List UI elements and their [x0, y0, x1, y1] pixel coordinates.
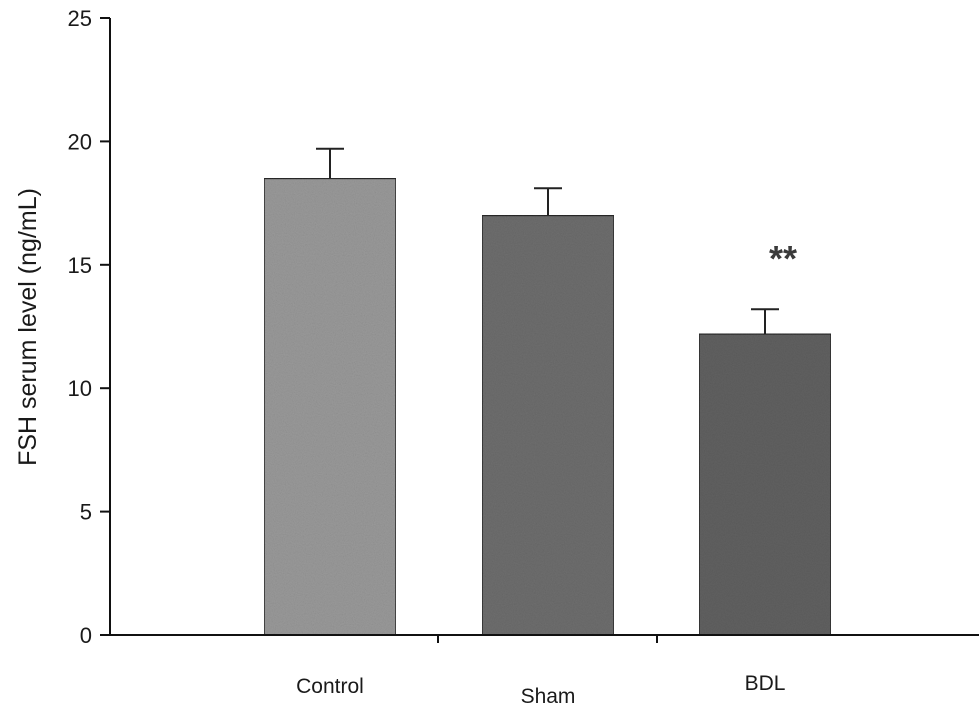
x-ticks-layer	[437, 635, 658, 643]
bar-control	[263, 177, 397, 636]
error-bars-layer	[316, 147, 779, 334]
error-bar-control	[316, 147, 344, 179]
category-label-sham: Sham	[521, 685, 576, 708]
y-axis-title: FSH serum level (ng/mL)	[14, 188, 42, 466]
category-label-control: Control	[296, 675, 364, 698]
bar-sham	[481, 214, 615, 636]
bars-layer	[263, 177, 832, 636]
y-tick-label: 0	[80, 623, 92, 648]
y-tick-label: 5	[80, 500, 92, 525]
annotations-layer: **	[769, 238, 797, 279]
y-tick-label: 15	[68, 253, 92, 278]
category-label-bdl: BDL	[745, 672, 786, 695]
significance-marker: **	[769, 238, 797, 279]
y-ticks-layer: 0 5 10 15 20 25	[68, 6, 110, 648]
bar-bdl	[698, 333, 832, 636]
error-bar-bdl	[751, 308, 779, 334]
y-tick-label: 25	[68, 6, 92, 31]
y-tick-label: 10	[68, 376, 92, 401]
error-bar-sham	[534, 187, 562, 216]
category-labels-layer: Control Sham BDL	[296, 672, 785, 708]
y-tick-label: 20	[68, 129, 92, 154]
